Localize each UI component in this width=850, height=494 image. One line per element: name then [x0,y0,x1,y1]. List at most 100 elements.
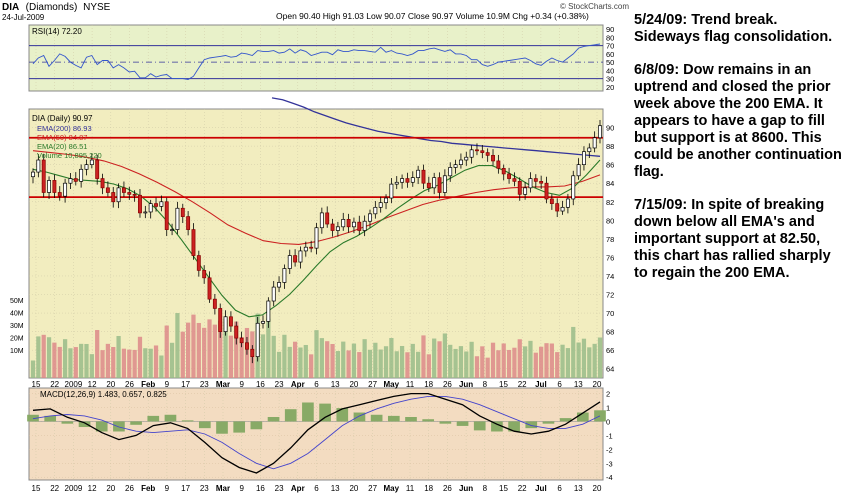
candle-body [245,342,249,350]
candle-body [384,197,388,204]
candle-body [598,125,602,139]
x-tick-label: 12 [88,380,97,389]
volume-bar [153,345,159,378]
macd-histogram-bar [387,415,400,422]
candle-body [105,187,110,193]
volume-bar [287,346,292,378]
volume-bar [57,346,62,378]
ohlc-summary: Open 90.40 High 91.03 Low 90.07 Close 90… [276,11,589,21]
candle-body [52,180,57,193]
volume-bar [159,355,164,378]
rsi-tick-label: 90 [606,25,614,34]
macd-tick-label: -1 [606,431,613,440]
volume-bar [555,352,560,378]
volume-bar [73,347,78,378]
candle-body [523,187,528,195]
volume-bar [266,318,271,378]
x-tick-label-bottom: 16 [256,484,265,493]
rsi-tick-label: 30 [606,75,614,84]
x-tick-label-bottom: 20 [593,484,602,493]
volume-bar [592,343,597,378]
candle-body [341,219,346,228]
candle-body [475,149,479,152]
legend-ema50: EMA(50) 84.87 [37,133,87,142]
candle-body [346,219,351,228]
candle-body [480,150,485,153]
x-tick-label-bottom: Feb [141,484,155,493]
macd-histogram-bar [164,414,177,422]
candle-body [41,159,46,193]
candle-body [212,298,217,309]
candle-body [549,198,554,204]
volume-bar [148,348,153,378]
candle-body [571,175,576,200]
x-tick-label: 16 [256,380,265,389]
candle-body [458,159,463,166]
macd-histogram-bar [525,421,538,429]
x-tick-label-bottom: 17 [181,484,190,493]
volume-bar [325,341,330,378]
candle-body [512,178,517,182]
candle-body [282,268,287,283]
macd-histogram-bar [508,421,520,432]
volume-bar [330,344,335,378]
candle-body [325,212,330,225]
candle-body [250,348,255,358]
x-tick-label: 13 [574,380,583,389]
volume-bar [576,342,581,378]
volume-bar [41,334,46,378]
x-tick-label: 26 [125,380,134,389]
volume-bar [95,330,100,378]
volume-bar [421,335,426,378]
x-tick-label-bottom: 22 [518,484,527,493]
volume-bar [426,354,431,378]
candle-body [555,203,560,212]
candle-body [207,277,212,300]
volume-bar [367,349,373,378]
x-tick-label: 18 [424,380,433,389]
x-tick-label-bottom: 8 [483,484,488,493]
exchange: NYSE [83,2,111,13]
volume-bar [410,343,415,378]
macd-tick-label: -3 [606,459,613,468]
volume-bar [416,351,421,378]
price-tick-label: 82 [606,198,614,207]
macd-tick-label: -2 [606,445,613,454]
volume-bar [79,343,84,378]
macd-histogram-bar [250,421,263,430]
macd-tick-label: 0 [606,417,610,426]
price-tick-label: 76 [606,253,614,262]
volume-bar [127,349,132,378]
volume-bar [480,346,485,378]
price-tick-label: 78 [606,235,614,244]
price-tick-label: 72 [606,291,614,300]
macd-histogram-bar [44,415,57,422]
volume-bar [202,327,207,378]
macd-histogram-bar [336,408,349,422]
candle-body [100,178,105,189]
candle-body [164,201,169,230]
macd-tick-label: -4 [606,473,613,482]
volume-bar [587,347,592,378]
volume-bar [30,360,36,378]
price-tick-label: 80 [606,216,614,225]
candle-body [410,177,415,183]
price-tick-label: 84 [606,179,614,188]
candle-body [507,173,512,179]
candle-body [582,151,586,166]
legend-price: DIA (Daily) 90.97 [32,114,93,123]
candle-body [47,180,51,193]
volume-bar [309,354,314,378]
x-tick-label: Jun [459,380,473,389]
legend-ema20: EMA(20) 86.51 [37,142,87,151]
volume-tick-label: 30M [10,323,24,330]
candle-body [223,316,228,332]
x-tick-label: 2009 [65,380,83,389]
macd-histogram-bar [198,421,211,429]
volume-bar [223,318,228,378]
rsi-panel [28,24,604,92]
volume-bar [218,320,223,378]
candle-body [303,246,308,252]
candle-body [576,164,581,177]
volume-bar [544,343,549,378]
